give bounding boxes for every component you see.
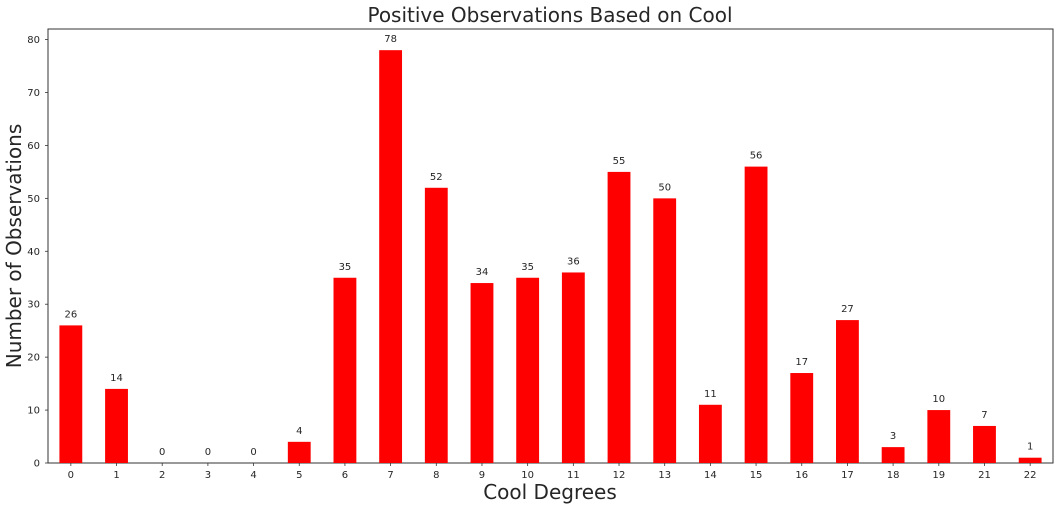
data-label-7: 78 (384, 34, 397, 45)
plot-frame (47, 28, 1054, 464)
y-tick-label: 0 (34, 459, 40, 470)
x-tick-label-15: 15 (750, 470, 763, 481)
x-tick-label-17: 17 (841, 470, 854, 481)
x-tick-label-10: 10 (521, 470, 534, 481)
bar-12 (607, 171, 631, 463)
x-tick-label-19: 19 (932, 470, 945, 481)
data-label-1: 14 (110, 373, 123, 384)
x-tick-label-4: 4 (250, 470, 256, 481)
x-tick-label-14: 14 (704, 470, 717, 481)
y-axis-ticks: 0 10 20 30 40 50 60 70 80 (27, 35, 48, 470)
data-label-8: 52 (430, 172, 443, 183)
data-label-14: 11 (704, 389, 717, 400)
data-label-3: 0 (205, 447, 211, 458)
data-label-9: 34 (476, 267, 489, 278)
y-tick-label: 70 (27, 88, 40, 99)
y-tick-label: 40 (27, 247, 40, 258)
data-label-10: 35 (521, 262, 534, 273)
x-tick-label-1: 1 (113, 470, 119, 481)
y-tick-label: 30 (27, 300, 40, 311)
bar-7 (379, 50, 403, 464)
data-label-2: 0 (159, 447, 165, 458)
data-label-21: 7 (981, 410, 987, 421)
data-label-19: 10 (932, 394, 945, 405)
data-label-6: 35 (339, 262, 352, 273)
x-tick-label-9: 9 (479, 470, 485, 481)
data-label-18: 3 (890, 431, 896, 442)
y-tick-label: 60 (27, 141, 40, 152)
x-tick-label-12: 12 (613, 470, 626, 481)
bar-16 (790, 373, 814, 463)
bar-13 (653, 198, 677, 464)
x-tick-label-21: 21 (978, 470, 991, 481)
x-tick-label-16: 16 (795, 470, 808, 481)
bar-8 (424, 187, 448, 463)
x-tick-label-6: 6 (342, 470, 348, 481)
data-label-0: 26 (64, 309, 77, 320)
bar-22 (1018, 457, 1042, 463)
bar-19 (927, 410, 951, 463)
bars-group (59, 50, 1042, 464)
y-tick-label: 20 (27, 353, 40, 364)
data-label-17: 27 (841, 304, 854, 315)
data-labels-group: 26 14 0 0 0 4 35 78 52 34 35 36 55 50 11 56 17 27 3 10 7 1 (64, 34, 1033, 458)
x-tick-label-7: 7 (387, 470, 393, 481)
x-tick-label-13: 13 (658, 470, 671, 481)
x-axis-label: Cool Degrees (483, 480, 617, 504)
x-tick-label-11: 11 (567, 470, 580, 481)
x-tick-label-0: 0 (68, 470, 74, 481)
bar-15 (744, 166, 768, 464)
data-label-11: 36 (567, 256, 580, 267)
bar-11 (561, 272, 585, 463)
x-tick-label-5: 5 (296, 470, 302, 481)
data-label-13: 50 (658, 182, 671, 193)
chart-title: Positive Observations Based on Cool (367, 3, 732, 27)
y-tick-label: 10 (27, 406, 40, 417)
bar-18 (881, 447, 905, 463)
x-tick-label-2: 2 (159, 470, 165, 481)
bar-14 (698, 404, 722, 463)
data-label-12: 55 (613, 156, 626, 167)
y-tick-label: 50 (27, 194, 40, 205)
data-label-22: 1 (1027, 442, 1033, 453)
x-tick-label-8: 8 (433, 470, 439, 481)
bar-21 (973, 425, 996, 463)
bar-5 (287, 441, 311, 463)
y-tick-label: 80 (27, 35, 40, 46)
data-label-4: 0 (250, 447, 256, 458)
bar-17 (836, 320, 859, 463)
bar-6 (333, 277, 357, 463)
x-tick-label-22: 22 (1024, 470, 1037, 481)
bar-0 (59, 325, 83, 463)
x-tick-label-3: 3 (205, 470, 211, 481)
bar-10 (516, 277, 540, 463)
data-label-5: 4 (296, 426, 302, 437)
data-label-15: 56 (750, 151, 763, 162)
data-label-16: 17 (795, 357, 808, 368)
x-tick-label-18: 18 (887, 470, 900, 481)
bar-9 (470, 283, 494, 463)
bar-1 (105, 388, 128, 463)
y-axis-label: Number of Observations (2, 124, 26, 369)
x-axis-ticks: 0 1 2 3 4 5 6 7 8 9 10 11 12 13 14 15 16 17 18 19 21 22 (68, 463, 1037, 481)
